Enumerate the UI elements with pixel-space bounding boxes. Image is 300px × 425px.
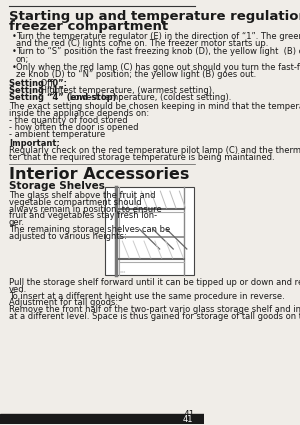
Text: Lowest temperature, (coldest setting).: Lowest temperature, (coldest setting). bbox=[67, 94, 231, 102]
Text: The exact setting should be chosen keeping in mind that the temperature: The exact setting should be chosen keepi… bbox=[9, 102, 300, 111]
Text: ved.: ved. bbox=[9, 285, 27, 294]
Text: Setting “1”:: Setting “1”: bbox=[9, 86, 67, 95]
Text: ter that the required storage temperature is being maintained.: ter that the required storage temperatur… bbox=[9, 153, 274, 162]
Text: 41: 41 bbox=[184, 411, 195, 419]
Text: •: • bbox=[11, 47, 16, 57]
Text: vegetable compartment should: vegetable compartment should bbox=[9, 198, 142, 207]
Text: adjusted to various heights:: adjusted to various heights: bbox=[9, 232, 127, 241]
Text: •: • bbox=[11, 32, 16, 41]
Text: Setting “4” (end-stop) :: Setting “4” (end-stop) : bbox=[9, 94, 123, 102]
Text: Turn to “S” position the fast freezing knob (D), the yellow light  (B) comes: Turn to “S” position the fast freezing k… bbox=[16, 47, 300, 57]
Text: Starting up and temperature regulation of: Starting up and temperature regulation o… bbox=[9, 10, 300, 23]
Text: Important:: Important: bbox=[9, 139, 60, 147]
Text: Storage Shelves: Storage Shelves bbox=[9, 181, 105, 191]
Text: Hightest temperature, (warmest setting).: Hightest temperature, (warmest setting). bbox=[38, 86, 214, 95]
Text: - the quantity of food stored: - the quantity of food stored bbox=[9, 116, 127, 125]
Text: ze knob (D) to “N” position; the yellow light (B) goes out.: ze knob (D) to “N” position; the yellow … bbox=[16, 70, 256, 79]
Text: at a different level. Space is thus gained for storage of tall goods on the: at a different level. Space is thus gain… bbox=[9, 312, 300, 321]
Text: always remain in position, to ensure: always remain in position, to ensure bbox=[9, 205, 162, 214]
Text: Turn the temperature regulator (E) in the direction of “1”. The green(A): Turn the temperature regulator (E) in th… bbox=[16, 32, 300, 41]
Text: Only when the red lamp (C) has gone out should you turn the fast-free-: Only when the red lamp (C) has gone out … bbox=[16, 63, 300, 72]
Bar bbox=[0, 414, 204, 424]
Text: and the red (C) lights come on. The freezer motor starts up.: and the red (C) lights come on. The free… bbox=[16, 39, 268, 48]
Text: Interior Accessories: Interior Accessories bbox=[9, 167, 189, 182]
Text: •: • bbox=[11, 63, 16, 72]
Bar bbox=[105, 187, 194, 275]
Text: - ambient temperature: - ambient temperature bbox=[9, 130, 105, 139]
Text: - how often the door is opened: - how often the door is opened bbox=[9, 123, 138, 132]
Text: Regularly check on the red temperature pilot lamp (C) and the thermome-: Regularly check on the red temperature p… bbox=[9, 146, 300, 155]
Text: on;: on; bbox=[16, 54, 29, 63]
Text: ger.: ger. bbox=[9, 218, 25, 227]
Text: The glass shelf above the fruit and: The glass shelf above the fruit and bbox=[9, 191, 155, 200]
Text: 41: 41 bbox=[183, 415, 194, 424]
Text: Setting “0”:: Setting “0”: bbox=[9, 79, 67, 88]
Text: Remove the front half of the two-part vario glass storage shelf and insert it: Remove the front half of the two-part va… bbox=[9, 305, 300, 314]
Text: Adjustment for tall goods:: Adjustment for tall goods: bbox=[9, 298, 118, 307]
Text: Pull the storage shelf forward until it can be tipped up or down and remo-: Pull the storage shelf forward until it … bbox=[9, 278, 300, 287]
Text: Off.: Off. bbox=[38, 79, 55, 88]
Text: xxx: xxx bbox=[120, 270, 127, 274]
Text: To insert at a different height use the same procedure in reverse.: To insert at a different height use the … bbox=[9, 292, 285, 300]
Text: The remaining storage shelves can be: The remaining storage shelves can be bbox=[9, 225, 170, 234]
Text: fruit and vegetables stay fresh lon-: fruit and vegetables stay fresh lon- bbox=[9, 212, 157, 221]
Text: freezer compartment: freezer compartment bbox=[9, 20, 168, 33]
Text: inside the appliance depends on:: inside the appliance depends on: bbox=[9, 109, 149, 118]
